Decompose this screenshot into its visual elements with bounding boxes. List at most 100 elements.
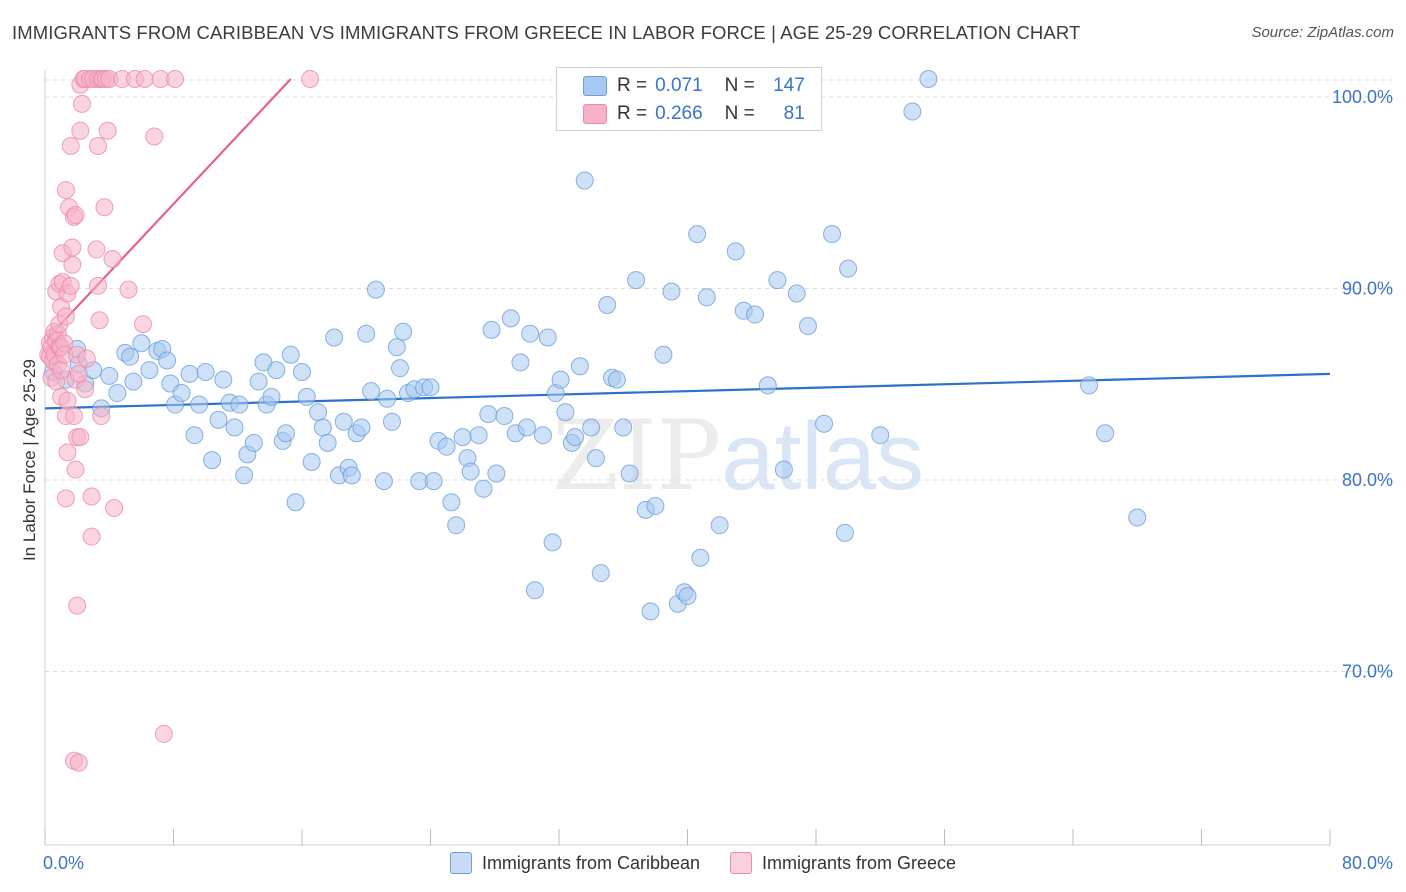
point-greece xyxy=(61,276,80,295)
point-caribbean xyxy=(313,418,332,437)
point-caribbean xyxy=(293,362,311,381)
point-greece xyxy=(166,70,185,88)
point-caribbean xyxy=(1128,508,1147,527)
point-greece xyxy=(56,181,75,200)
point-caribbean xyxy=(620,464,639,483)
point-caribbean xyxy=(538,328,557,347)
legend-item-greece[interactable]: Immigrants from Greece xyxy=(730,852,956,874)
watermark-zip: ZIP xyxy=(552,400,722,512)
point-caribbean xyxy=(815,414,834,433)
point-caribbean xyxy=(196,362,215,381)
point-greece xyxy=(63,238,82,257)
source-label: Source: ZipAtlas.com xyxy=(1251,24,1394,41)
legend-n-value: 81 xyxy=(783,103,805,124)
point-caribbean xyxy=(225,418,244,437)
legend-n-label: N = xyxy=(724,75,755,96)
point-caribbean xyxy=(654,345,673,364)
point-caribbean xyxy=(185,426,204,445)
legend-n-value: 147 xyxy=(773,75,805,96)
point-caribbean xyxy=(357,324,376,343)
point-caribbean xyxy=(745,305,764,324)
point-caribbean xyxy=(525,581,544,600)
point-greece xyxy=(66,205,85,224)
x-tick-label: 0.0% xyxy=(43,853,84,873)
point-caribbean xyxy=(726,242,745,261)
legend-row-caribbean: R = 0.071 N = 147 xyxy=(583,73,805,99)
point-greece xyxy=(82,527,101,546)
y-tick-label: 80.0% xyxy=(1342,470,1393,490)
point-caribbean xyxy=(591,564,610,583)
legend-swatch-greece xyxy=(583,104,607,124)
point-caribbean xyxy=(394,322,413,341)
point-greece xyxy=(301,70,320,88)
point-greece xyxy=(71,121,90,140)
point-greece xyxy=(76,380,95,399)
point-greece xyxy=(64,407,83,426)
point-caribbean xyxy=(244,433,263,452)
data-points xyxy=(39,70,1147,772)
point-caribbean xyxy=(442,493,461,512)
point-caribbean xyxy=(276,424,295,443)
point-caribbean xyxy=(533,426,552,445)
point-greece xyxy=(95,198,114,217)
point-caribbean xyxy=(121,347,140,366)
point-caribbean xyxy=(598,295,617,314)
point-caribbean xyxy=(235,466,254,485)
point-greece xyxy=(52,361,71,380)
point-greece xyxy=(92,407,111,426)
point-caribbean xyxy=(302,453,321,471)
point-caribbean xyxy=(267,361,286,380)
point-caribbean xyxy=(374,472,393,491)
point-caribbean xyxy=(627,271,646,290)
point-greece xyxy=(69,364,88,383)
point-caribbean xyxy=(774,460,793,479)
point-caribbean xyxy=(607,370,626,389)
point-caribbean xyxy=(342,466,361,485)
point-caribbean xyxy=(421,378,440,397)
legend-swatch-greece xyxy=(730,852,753,874)
point-caribbean xyxy=(286,493,305,512)
legend-item-caribbean[interactable]: Immigrants from Caribbean xyxy=(449,852,701,874)
point-caribbean xyxy=(140,361,159,380)
y-tick-label: 70.0% xyxy=(1342,662,1393,682)
point-greece xyxy=(69,753,88,772)
point-caribbean xyxy=(362,382,381,401)
point-caribbean xyxy=(334,412,353,431)
legend-label-caribbean: Immigrants from Caribbean xyxy=(481,852,701,873)
point-caribbean xyxy=(190,395,209,414)
point-caribbean xyxy=(566,428,585,447)
point-greece xyxy=(89,137,108,156)
point-greece xyxy=(72,94,91,113)
legend-swatch-caribbean xyxy=(583,76,607,96)
point-caribbean xyxy=(424,472,443,491)
point-caribbean xyxy=(366,280,385,299)
correlation-legend: R = 0.071 N = 147 R = 0.266 N = 81 xyxy=(556,67,822,131)
point-greece xyxy=(90,311,109,330)
point-caribbean xyxy=(230,395,249,414)
point-greece xyxy=(58,443,77,462)
chart-title: IMMIGRANTS FROM CARIBBEAN VS IMMIGRANTS … xyxy=(12,22,1081,43)
point-caribbean xyxy=(871,426,890,445)
point-caribbean xyxy=(511,353,530,372)
point-caribbean xyxy=(614,418,633,437)
point-caribbean xyxy=(262,387,281,406)
point-caribbean xyxy=(387,338,406,357)
point-caribbean xyxy=(180,364,199,383)
point-greece xyxy=(77,349,96,368)
watermark: ZIPatlas xyxy=(552,400,924,512)
point-caribbean xyxy=(582,418,601,437)
point-greece xyxy=(119,280,138,299)
point-caribbean xyxy=(214,370,233,389)
y-tick-label: 90.0% xyxy=(1342,279,1393,299)
point-caribbean xyxy=(203,451,222,470)
point-caribbean xyxy=(390,359,409,378)
legend-r-label: R = xyxy=(617,75,648,96)
point-caribbean xyxy=(575,171,594,190)
point-caribbean xyxy=(903,102,922,121)
point-caribbean xyxy=(378,389,397,408)
point-caribbean xyxy=(688,225,707,244)
point-caribbean xyxy=(172,384,191,403)
point-caribbean xyxy=(1080,376,1099,395)
point-caribbean xyxy=(691,548,710,567)
x-tick-label: 80.0% xyxy=(1342,853,1393,873)
